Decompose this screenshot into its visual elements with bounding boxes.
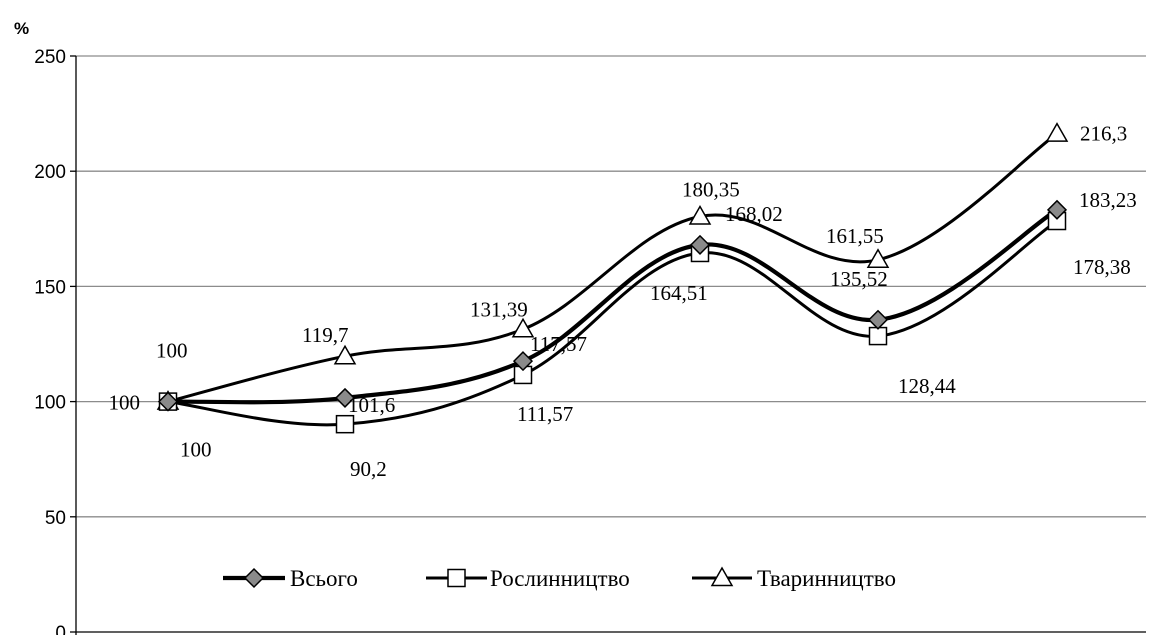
axes [70, 55, 1146, 635]
legend-item: Всього [223, 566, 358, 591]
legend-label: Всього [290, 566, 358, 591]
legend-item: Тваринництво [692, 566, 896, 591]
y-tick-label: 0 [55, 623, 66, 635]
data-label: 100 [109, 391, 141, 415]
point-square [335, 414, 355, 434]
point-triangle [1045, 122, 1069, 142]
data-label: 131,39 [470, 297, 528, 321]
data-label: 178,38 [1073, 255, 1131, 279]
data-label: 216,3 [1080, 122, 1127, 146]
point-square [868, 326, 888, 346]
point-diamond [1046, 199, 1068, 220]
data-label: 90,2 [350, 457, 387, 481]
series-lines [167, 132, 1059, 427]
series-line-square [167, 219, 1058, 427]
legend-label: Тваринництво [757, 566, 896, 591]
legend: Всього Рослинництво Тваринництво [223, 566, 896, 591]
data-label: 100 [180, 438, 212, 462]
point-diamond [157, 391, 179, 412]
legend-marker-diamond [243, 567, 265, 589]
data-label: 100 [156, 339, 188, 363]
point-diamond [512, 351, 534, 372]
y-tick-label: 100 [34, 393, 66, 414]
y-tick-labels: 0 50 100 150 200 250 [34, 47, 66, 635]
data-labels: 100 101,6 117,57 168,02 135,52 183,23 100 90,2 1… [109, 122, 1137, 482]
y-tick-label: 200 [34, 162, 66, 183]
data-label: 161,55 [826, 224, 884, 248]
point-triangle [688, 204, 712, 225]
data-label: 128,44 [898, 374, 956, 398]
data-label: 183,23 [1079, 188, 1137, 212]
point-triangle [511, 317, 535, 338]
y-tick-label: 150 [34, 277, 66, 298]
legend-marker-triangle [710, 566, 734, 587]
point-diamond [867, 309, 889, 330]
data-label: 119,7 [302, 323, 348, 347]
point-triangle [866, 248, 890, 269]
data-label: 135,52 [830, 267, 888, 291]
data-label: 180,35 [682, 177, 740, 201]
legend-marker-square [447, 568, 466, 588]
data-label: 164,51 [650, 281, 708, 305]
point-diamond [689, 234, 711, 255]
gridlines [76, 55, 1146, 518]
data-label: 168,02 [725, 202, 783, 226]
data-label: 111,57 [517, 402, 573, 426]
series-line-triangle [167, 132, 1058, 404]
y-tick-label: 50 [45, 508, 66, 529]
legend-label: Рослинництво [490, 566, 630, 591]
point-triangle [333, 344, 357, 365]
data-label: 117,57 [530, 332, 587, 356]
y-axis-label: % [14, 19, 29, 38]
series-markers [156, 122, 1069, 434]
point-diamond [334, 387, 356, 408]
legend-item: Рослинництво [426, 566, 630, 591]
series-line-diamond [167, 208, 1059, 405]
y-tick-label: 250 [34, 47, 66, 68]
data-label: 101,6 [348, 393, 395, 417]
